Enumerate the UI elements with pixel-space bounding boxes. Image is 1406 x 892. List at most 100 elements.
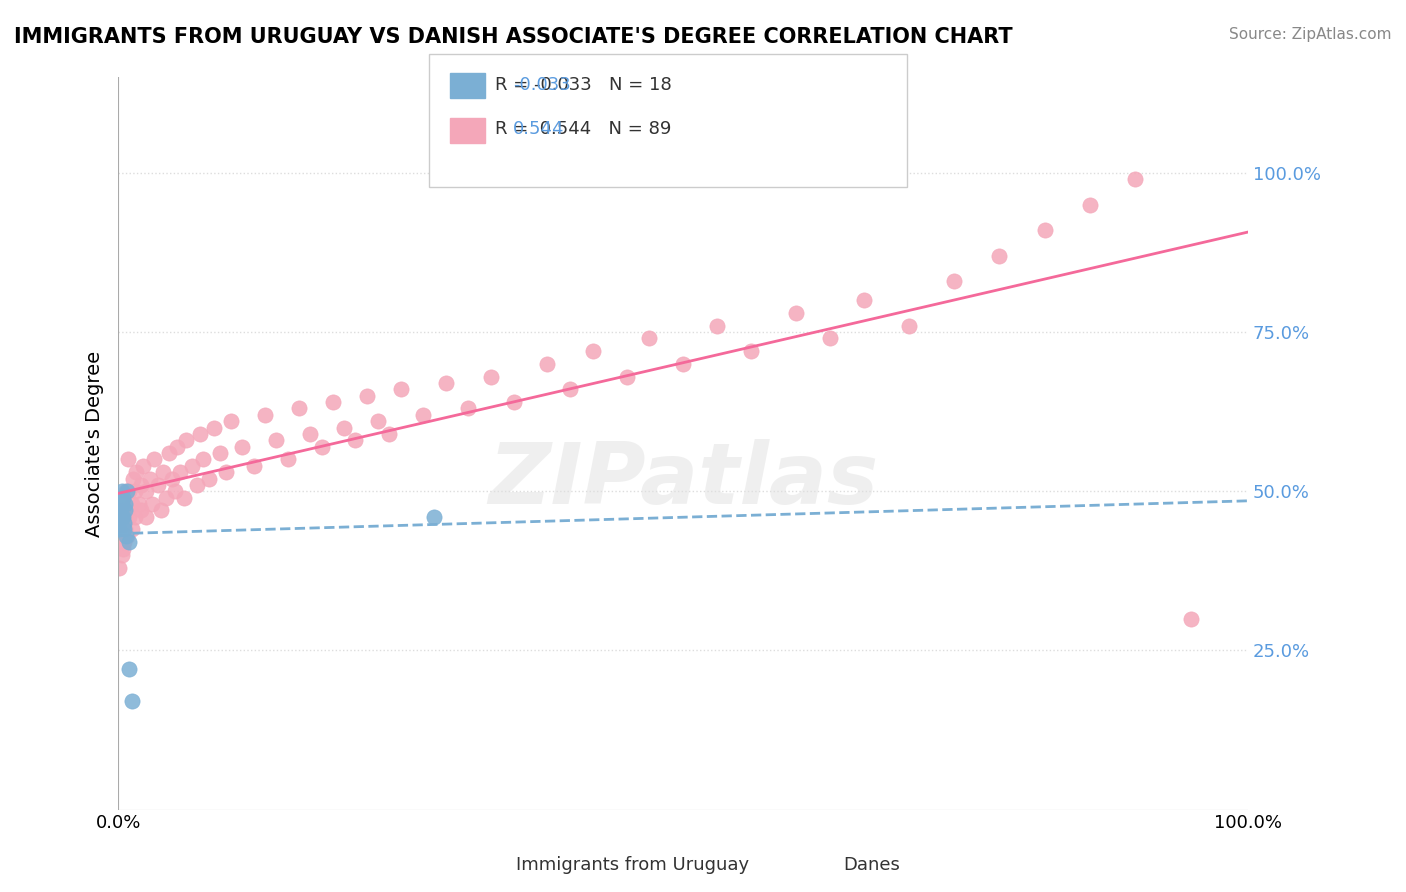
Text: IMMIGRANTS FROM URUGUAY VS DANISH ASSOCIATE'S DEGREE CORRELATION CHART: IMMIGRANTS FROM URUGUAY VS DANISH ASSOCI… [14, 27, 1012, 46]
Point [129, 503, 152, 517]
Point [344, 434, 367, 448]
Point [118, 509, 141, 524]
Point [129, 478, 152, 492]
Point [121, 497, 143, 511]
Point [322, 395, 344, 409]
Point [112, 523, 135, 537]
Point [146, 478, 169, 492]
Point [143, 452, 166, 467]
Point [108, 560, 131, 574]
Point [157, 446, 180, 460]
Point [706, 318, 728, 333]
Point [191, 452, 214, 467]
Point [115, 484, 138, 499]
Point [110, 503, 132, 517]
Point [139, 471, 162, 485]
Point [333, 420, 356, 434]
Point [311, 440, 333, 454]
Point [121, 523, 143, 537]
Point [115, 484, 138, 499]
Point [108, 523, 131, 537]
Text: Source: ZipAtlas.com: Source: ZipAtlas.com [1229, 27, 1392, 42]
Text: Immigrants from Uruguay: Immigrants from Uruguay [516, 856, 749, 874]
Point [785, 306, 807, 320]
Point [943, 274, 966, 288]
Point [128, 497, 150, 511]
Point [110, 529, 132, 543]
Point [163, 484, 186, 499]
Point [166, 440, 188, 454]
Point [378, 426, 401, 441]
Point [122, 471, 145, 485]
Point [135, 509, 157, 524]
Text: 0.544: 0.544 [513, 120, 565, 138]
Point [266, 434, 288, 448]
Point [638, 331, 661, 345]
Point [1078, 198, 1101, 212]
Point [115, 503, 138, 517]
Point [111, 541, 134, 556]
Point [112, 516, 135, 530]
Point [558, 383, 581, 397]
Point [132, 458, 155, 473]
Point [208, 446, 231, 460]
Point [988, 249, 1011, 263]
Point [124, 509, 146, 524]
Point [536, 357, 558, 371]
Point [412, 408, 434, 422]
Text: ZIPatlas: ZIPatlas [488, 439, 879, 522]
Point [582, 344, 605, 359]
Point [423, 509, 446, 524]
Point [110, 548, 132, 562]
Y-axis label: Associate's Degree: Associate's Degree [86, 351, 104, 537]
Point [219, 414, 242, 428]
Point [150, 503, 173, 517]
Point [897, 318, 920, 333]
Point [110, 497, 132, 511]
Point [117, 452, 139, 467]
Point [299, 426, 322, 441]
Point [124, 484, 146, 499]
Point [672, 357, 695, 371]
Point [110, 484, 132, 499]
Point [118, 484, 141, 499]
Point [616, 369, 638, 384]
Text: -0.033: -0.033 [513, 76, 571, 94]
Point [112, 497, 135, 511]
Point [141, 497, 163, 511]
Point [288, 401, 311, 416]
Point [114, 503, 136, 517]
Point [389, 383, 412, 397]
Point [114, 523, 136, 537]
Point [173, 491, 195, 505]
Point [356, 389, 378, 403]
Point [186, 478, 208, 492]
Point [110, 497, 132, 511]
Text: R = -0.033   N = 18: R = -0.033 N = 18 [495, 76, 672, 94]
Point [1180, 611, 1202, 625]
Point [202, 420, 225, 434]
Point [457, 401, 479, 416]
Point [197, 471, 219, 485]
Point [180, 458, 202, 473]
Point [125, 465, 148, 479]
Point [1123, 172, 1146, 186]
Point [111, 516, 134, 530]
Point [114, 497, 136, 511]
Point [155, 491, 177, 505]
Point [242, 458, 264, 473]
Point [1033, 223, 1056, 237]
Point [502, 395, 524, 409]
Point [367, 414, 389, 428]
Point [169, 465, 191, 479]
Point [152, 465, 174, 479]
Point [277, 452, 299, 467]
Point [115, 529, 138, 543]
Text: Danes: Danes [844, 856, 900, 874]
Point [740, 344, 762, 359]
Point [188, 426, 211, 441]
Point [111, 509, 134, 524]
Point [110, 509, 132, 524]
Point [254, 408, 277, 422]
Point [174, 434, 197, 448]
